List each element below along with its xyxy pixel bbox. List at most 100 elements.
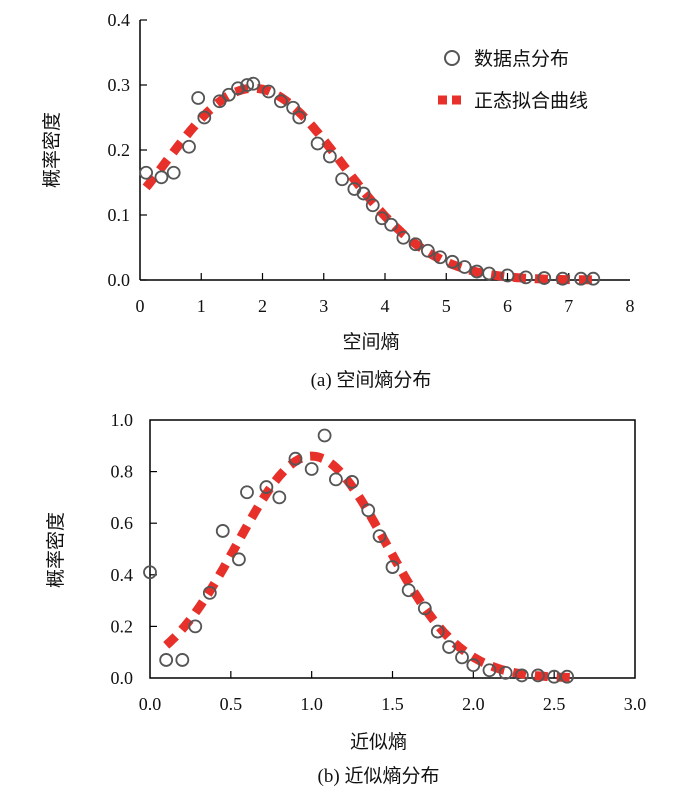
chart-a-x-label: 空间熵: [342, 331, 399, 353]
chart-a-data-point: [365, 198, 380, 213]
chart-b-data-point: [385, 560, 400, 574]
chart-b-data-point: [288, 451, 303, 466]
chart-b-data-point: [329, 472, 343, 487]
chart-a-data-point: [246, 76, 261, 91]
chart-a-y-tick-label: 0.0: [108, 270, 131, 290]
chart-b-data-point: [202, 585, 217, 600]
chart-b-data-point: [175, 653, 190, 667]
chart-a-y-label: 概率密度: [41, 112, 63, 188]
chart-b-x-tick-label: 3.0: [624, 694, 647, 714]
chart-b-data-point: [159, 653, 174, 667]
chart-a-y-tick-label: 0.4: [108, 10, 131, 30]
chart-a-data-point: [273, 94, 288, 109]
chart-b-data-point: [442, 640, 456, 654]
chart-b-y-tick-label: 0.4: [111, 565, 134, 585]
chart-b-data-point: [215, 524, 230, 538]
chart-a-x-tick-label: 0: [136, 296, 145, 316]
chart-a-data-point: [191, 91, 206, 105]
chart-a-data-point: [420, 243, 435, 258]
chart-b-data-point: [372, 529, 387, 543]
chart-b-data-point: [430, 624, 445, 639]
chart-a-data-point: [231, 81, 245, 96]
chart-b-data-point: [417, 601, 432, 616]
chart-a-data-point: [166, 165, 181, 180]
chart-b-data-point: [455, 650, 469, 665]
chart-b-data-point: [466, 658, 481, 672]
chart-a-x-tick-label: 1: [197, 296, 206, 316]
chart-a-data-point: [445, 254, 460, 269]
chart-a-data-point: [384, 217, 399, 232]
chart-b-data-point: [232, 552, 246, 567]
legend-scatter-label: 数据点分布: [474, 48, 569, 70]
chart-b-x-tick-label: 0.5: [220, 694, 243, 714]
chart-b-data-point: [514, 668, 529, 683]
chart-a-data-point: [356, 186, 371, 201]
chart-a-x-tick-label: 6: [503, 296, 512, 316]
chart-b-data-point: [188, 619, 203, 634]
chart-b-x-tick-label: 0.0: [139, 694, 162, 714]
chart-a-data-point: [240, 78, 255, 92]
chart-a-data-point: [197, 110, 212, 125]
chart-a-x-tick-label: 3: [319, 296, 328, 316]
chart-b-x-tick-label: 1.0: [300, 694, 323, 714]
chart-b-data-point: [401, 583, 416, 598]
chart-b-x-tick-label: 1.5: [381, 694, 404, 714]
chart-a-data-point: [322, 149, 337, 164]
chart-a-data-point: [555, 271, 570, 286]
chart-b-y-tick-label: 0.6: [111, 513, 134, 533]
chart-a-data-point: [586, 271, 601, 286]
chart-b-x-tick-label: 2.5: [543, 694, 566, 714]
chart-a-y-tick-label: 0.2: [108, 140, 131, 160]
chart-a-data-point: [261, 84, 276, 99]
chart-a-fit-curve: [142, 83, 594, 285]
chart-b-data-point: [240, 485, 254, 500]
chart-b-data-point: [272, 490, 287, 505]
chart-b-data-point: [547, 669, 562, 684]
chart-b-y-tick-label: 0.0: [111, 668, 134, 688]
chart-a-data-point: [154, 170, 169, 185]
chart-b-data-point: [531, 668, 545, 683]
chart-b-x-tick-label: 2.0: [462, 694, 485, 714]
chart-b-plot-frame: [149, 419, 636, 679]
chart-b-x-label: 近似熵: [350, 731, 407, 753]
chart-b-data-point: [498, 665, 513, 680]
legend-fit-label: 正态拟合曲线: [474, 90, 588, 112]
chart-b-data-point: [560, 669, 574, 684]
chart-a-caption: (a) 空间熵分布: [311, 369, 432, 391]
chart-a-x-tick-label: 7: [564, 296, 573, 316]
chart-b-data-point: [259, 480, 274, 494]
chart-b-data-point: [317, 428, 332, 443]
chart-a-data-point: [182, 139, 196, 154]
legend-scatter-marker: [444, 50, 460, 66]
chart-b-data-point: [143, 565, 157, 580]
chart-b-data-point: [345, 475, 359, 489]
chart-b-y-tick-label: 1.0: [111, 410, 134, 430]
chart-b-y-label: 概率密度: [45, 512, 67, 588]
chart-a-data-point: [310, 136, 325, 151]
chart-b-data-point: [482, 663, 497, 678]
chart-b-data-point: [361, 503, 376, 518]
chart-b-y-tick-label: 0.2: [111, 616, 134, 636]
chart-b-data-point: [304, 462, 319, 476]
chart-a-x-tick-label: 5: [442, 296, 451, 316]
chart-a-data-point: [482, 266, 497, 281]
chart-a-y-tick-label: 0.3: [108, 75, 131, 95]
chart-b-caption: (b) 近似熵分布: [318, 765, 440, 787]
chart-a-data-point: [457, 260, 472, 274]
chart-a-data-point: [537, 271, 552, 285]
chart-a-data-point: [139, 165, 154, 180]
chart-a-x-tick-label: 8: [626, 296, 635, 316]
chart-a-data-point: [212, 94, 227, 109]
chart-a-x-tick-label: 2: [258, 296, 267, 316]
chart-b-y-tick-label: 0.8: [111, 462, 134, 482]
chart-a-x-tick-label: 4: [381, 296, 390, 316]
chart-b-fit-curve: [163, 451, 571, 682]
chart-a-data-point: [396, 230, 411, 245]
chart-a-data-point: [292, 110, 307, 125]
chart-a-data-point: [408, 237, 423, 252]
chart-a-y-tick-label: 0.1: [108, 205, 131, 225]
chart-a-data-point: [375, 211, 389, 226]
chart-a-data-point: [518, 270, 533, 285]
